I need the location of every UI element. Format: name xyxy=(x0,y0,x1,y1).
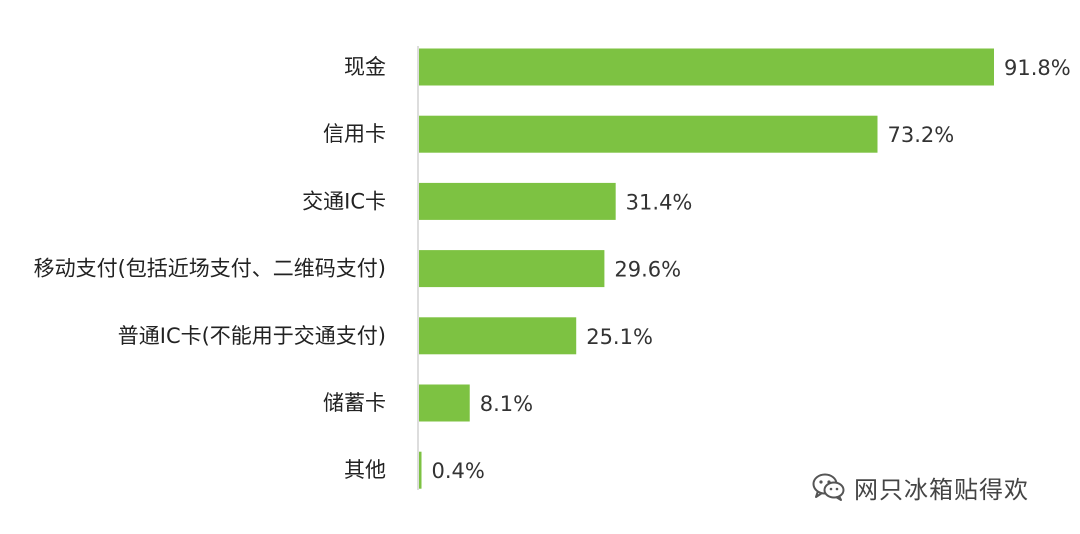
watermark-text: 网只冰箱贴得欢 xyxy=(854,475,1029,504)
category-label: 信用卡 xyxy=(323,122,386,146)
bar xyxy=(419,250,605,288)
value-label: 91.8% xyxy=(1004,56,1071,80)
value-label: 25.1% xyxy=(586,325,653,349)
bars-group: 现金 91.8% 信用卡 73.2% 交通IC卡 31.4% 移动支付(包括近场支付、二维码… xyxy=(34,48,1071,489)
bar xyxy=(419,317,577,355)
bar xyxy=(419,384,470,422)
value-label: 0.4% xyxy=(432,459,485,483)
bar xyxy=(419,48,994,86)
category-label: 移动支付(包括近场支付、二维码支付) xyxy=(34,257,386,281)
bar xyxy=(419,451,422,489)
category-label: 普通IC卡(不能用于交通支付) xyxy=(118,324,386,348)
wechat-icon xyxy=(812,473,845,501)
value-label: 29.6% xyxy=(614,258,681,282)
value-label: 8.1% xyxy=(480,392,533,416)
category-label: 交通IC卡 xyxy=(302,189,386,213)
value-label: 73.2% xyxy=(887,123,954,147)
category-label: 现金 xyxy=(344,55,386,79)
watermark: 网只冰箱贴得欢 xyxy=(812,470,1029,504)
category-label: 储蓄卡 xyxy=(323,391,386,415)
bar xyxy=(419,115,878,153)
value-label: 31.4% xyxy=(626,190,693,214)
category-label: 其他 xyxy=(344,458,386,482)
bar xyxy=(419,182,616,220)
